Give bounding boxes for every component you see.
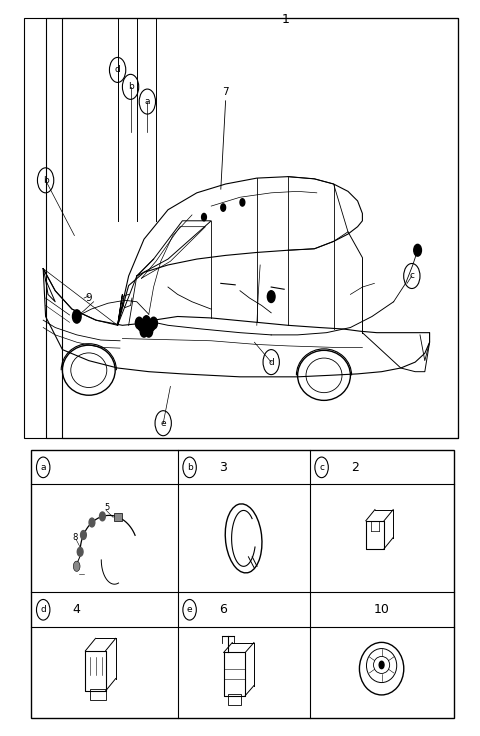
- Text: b: b: [128, 82, 133, 91]
- Text: a: a: [40, 463, 46, 472]
- Circle shape: [145, 325, 153, 337]
- Text: 5: 5: [104, 503, 109, 512]
- Text: b: b: [43, 176, 48, 185]
- Text: 1: 1: [282, 13, 289, 26]
- Circle shape: [202, 213, 206, 221]
- Circle shape: [240, 199, 245, 206]
- Text: a: a: [144, 97, 150, 106]
- Text: 7: 7: [222, 87, 229, 97]
- Text: 6: 6: [219, 604, 227, 616]
- Text: d: d: [40, 605, 46, 615]
- Circle shape: [147, 319, 155, 331]
- Text: c: c: [409, 272, 414, 280]
- Text: 3: 3: [219, 461, 227, 474]
- Circle shape: [414, 244, 421, 256]
- Text: 8: 8: [72, 533, 78, 542]
- Circle shape: [140, 325, 148, 337]
- Bar: [46, 18, 458, 438]
- Text: 2: 2: [351, 461, 359, 474]
- Circle shape: [135, 317, 143, 329]
- Circle shape: [73, 561, 80, 571]
- Bar: [31, 450, 454, 718]
- Bar: [89, 690, 106, 700]
- Circle shape: [150, 317, 157, 329]
- Circle shape: [267, 291, 275, 302]
- Bar: [228, 694, 241, 705]
- Circle shape: [221, 204, 226, 211]
- Bar: [24, 18, 458, 438]
- Text: 4: 4: [73, 604, 81, 616]
- Text: d: d: [115, 66, 120, 74]
- Text: e: e: [187, 605, 192, 615]
- Circle shape: [143, 316, 150, 328]
- Circle shape: [89, 518, 95, 527]
- Circle shape: [77, 548, 83, 556]
- Bar: [114, 512, 121, 521]
- Circle shape: [72, 310, 81, 323]
- Circle shape: [99, 512, 105, 521]
- Circle shape: [138, 319, 145, 331]
- Circle shape: [81, 531, 86, 539]
- Bar: [62, 18, 458, 438]
- Text: 9: 9: [85, 293, 92, 303]
- Text: c: c: [319, 463, 324, 472]
- Text: e: e: [160, 419, 166, 428]
- Circle shape: [379, 661, 384, 668]
- Text: d: d: [268, 358, 274, 367]
- Text: 10: 10: [373, 604, 390, 616]
- Text: b: b: [187, 463, 192, 472]
